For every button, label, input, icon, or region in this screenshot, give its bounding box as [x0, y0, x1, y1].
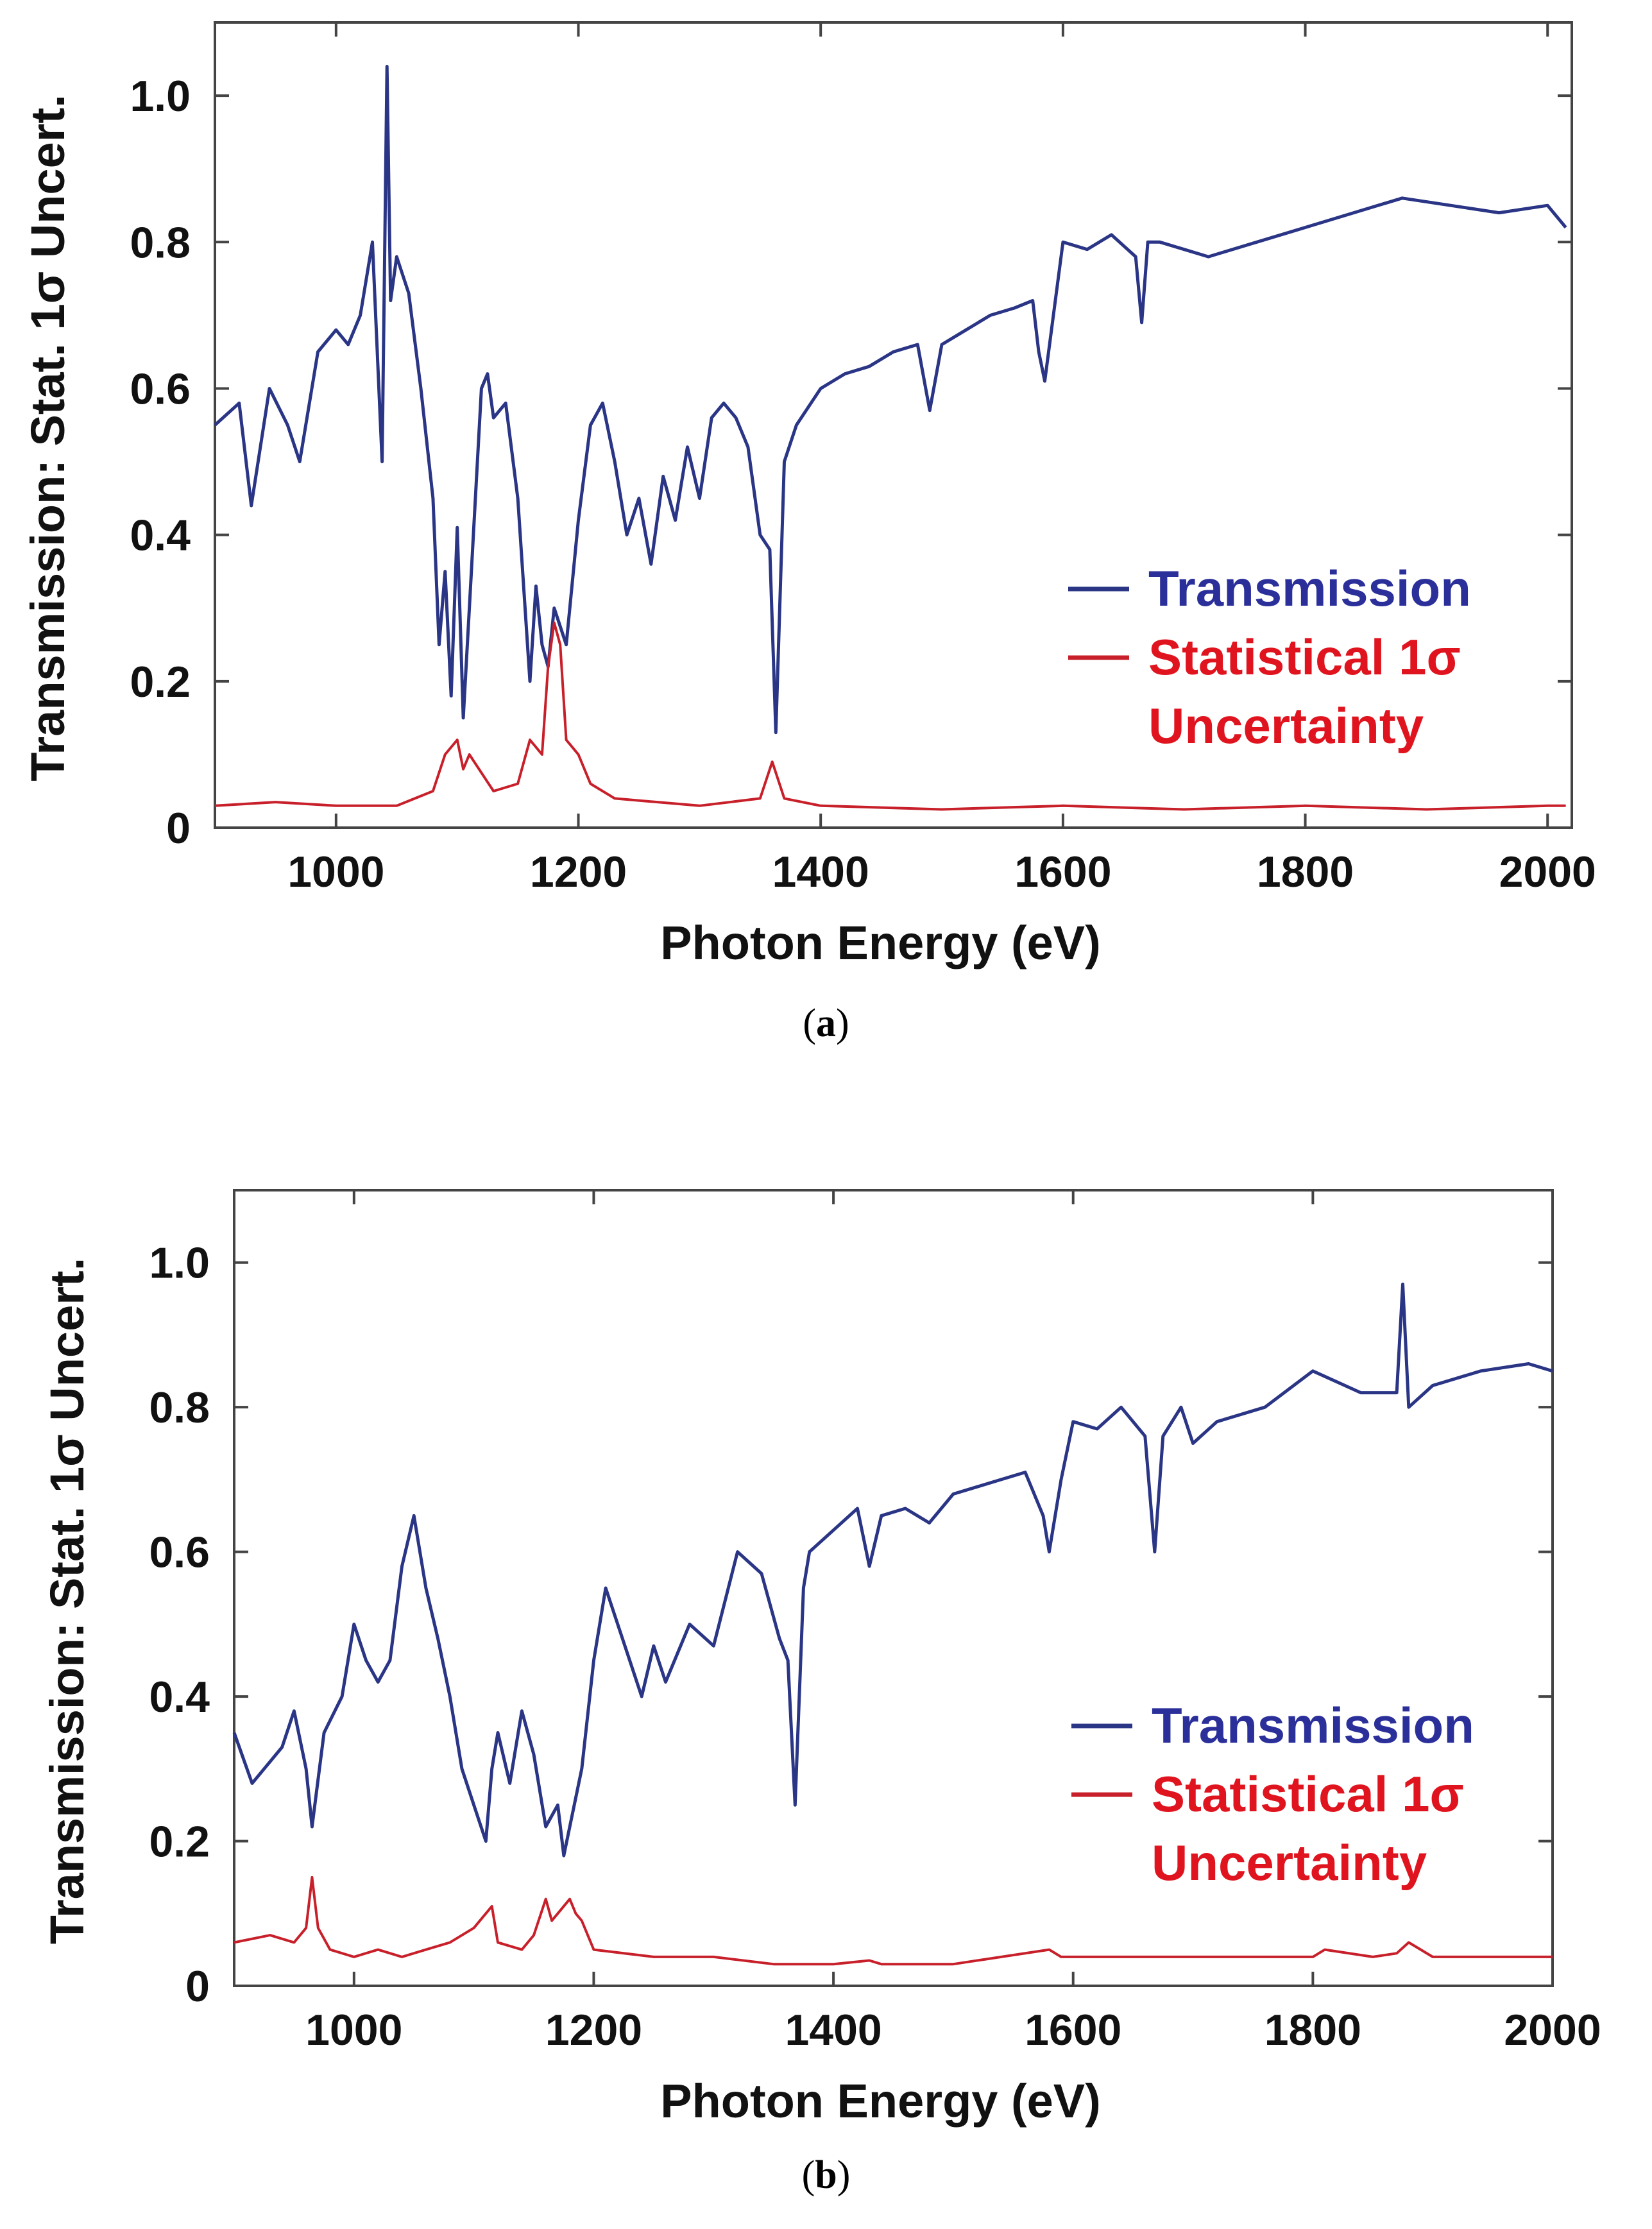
legend-uncertainty-label-1: Statistical 1σ: [1152, 1766, 1464, 1822]
chart-a-svg: 0 0.2 0.4 0.6 0.8 1.0 1000 1200 1400 1600 1800 2000…: [21, 21, 1596, 969]
transmission-line: [232, 1283, 1553, 1858]
chart-b-svg: 0 0.2 0.4 0.6 0.8 1.0 1000 1200 1400 1600 1800 2000…: [40, 1189, 1601, 2128]
x-tick-label: 2000: [1499, 848, 1596, 896]
x-tick-label: 1200: [530, 848, 627, 896]
legend-transmission-label: Transmission: [1148, 560, 1471, 617]
caption-b: (b): [801, 2153, 851, 2197]
y-tick-label: 0.2: [149, 1818, 210, 1866]
chart-panel-a: 0 0.2 0.4 0.6 0.8 1.0 1000 1200 1400 1600 1800 2000…: [0, 0, 1652, 1104]
x-tick-label: 1000: [287, 848, 384, 896]
x-tick-label: 1600: [1014, 848, 1111, 896]
y-tick-label: 0.6: [130, 364, 191, 413]
x-tick-label: 2000: [1504, 2006, 1601, 2054]
x-axis-label: Photon Energy (eV): [660, 2074, 1101, 2128]
y-axis-label: Transmission: Stat. 1σ Uncert.: [40, 1258, 94, 1944]
chart-panel-b: 0 0.2 0.4 0.6 0.8 1.0 1000 1200 1400 1600 1800 2000…: [0, 1129, 1652, 2229]
y-tick-label: 0: [185, 1962, 210, 2011]
y-axis-label: Transmission: Stat. 1σ Uncert.: [21, 94, 74, 781]
legend-transmission-label: Transmission: [1152, 1697, 1474, 1754]
legend-uncertainty-label-1: Statistical 1σ: [1148, 629, 1461, 685]
y-tick-label: 0.6: [149, 1528, 210, 1577]
caption-a-label: a: [816, 1002, 836, 1045]
legend-uncertainty-label-2: Uncertainty: [1152, 1834, 1427, 1891]
y-tick-label: 0.4: [130, 511, 191, 560]
y-tick-label: 0.4: [149, 1673, 210, 1721]
x-axis-label: Photon Energy (eV): [660, 916, 1101, 969]
plot-frame: [233, 1189, 1554, 1987]
uncertainty-line: [234, 1875, 1553, 1966]
x-tick-label: 1200: [545, 2006, 642, 2054]
caption-b-label: b: [815, 2153, 837, 2197]
uncertainty-line: [214, 621, 1566, 811]
x-tick-label: 1400: [772, 848, 869, 896]
transmission-line: [214, 65, 1567, 735]
x-tick-label: 1000: [305, 2006, 402, 2054]
y-tick-label: 0: [166, 804, 191, 853]
y-tick-label: 1.0: [130, 72, 191, 121]
x-tick-label: 1400: [785, 2006, 881, 2054]
legend-uncertainty-label-2: Uncertainty: [1148, 697, 1424, 754]
y-tick-label: 1.0: [149, 1239, 210, 1288]
x-tick-label: 1800: [1265, 2006, 1361, 2054]
x-tick-label: 1600: [1025, 2006, 1121, 2054]
y-tick-label: 0.2: [130, 658, 191, 706]
x-tick-label: 1800: [1257, 848, 1354, 896]
y-tick-label: 0.8: [130, 218, 191, 267]
y-tick-label: 0.8: [149, 1383, 210, 1432]
caption-a: (a): [803, 1002, 849, 1045]
